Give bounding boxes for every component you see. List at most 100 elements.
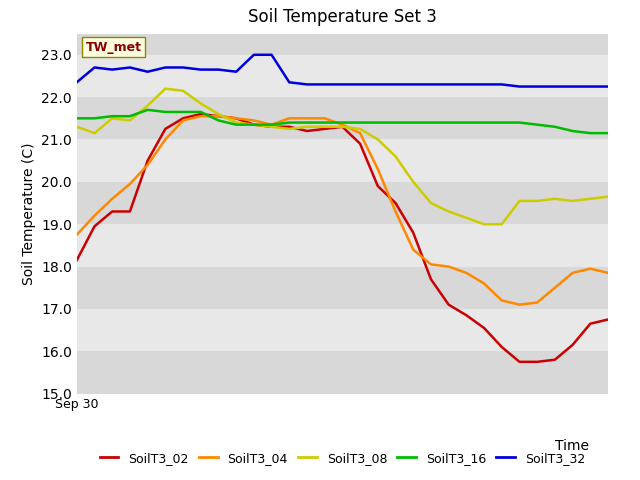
SoilT3_16 — [463, 120, 470, 125]
SoilT3_16 — [108, 113, 116, 119]
SoilT3_32 — [445, 82, 452, 87]
SoilT3_16 — [516, 120, 524, 125]
SoilT3_04 — [161, 137, 169, 143]
SoilT3_32 — [161, 65, 169, 71]
SoilT3_04 — [214, 113, 222, 119]
SoilT3_04 — [498, 298, 506, 303]
SoilT3_04 — [410, 247, 417, 252]
SoilT3_08 — [250, 122, 258, 128]
SoilT3_32 — [144, 69, 152, 74]
Bar — [77, 97, 608, 140]
SoilT3_02 — [586, 321, 594, 326]
SoilT3_08 — [604, 194, 612, 200]
SoilT3_02 — [533, 359, 541, 365]
SoilT3_32 — [91, 65, 99, 71]
SoilT3_08 — [427, 200, 435, 206]
SoilT3_32 — [285, 79, 293, 85]
SoilT3_16 — [374, 120, 381, 125]
SoilT3_08 — [533, 198, 541, 204]
SoilT3_32 — [356, 82, 364, 87]
SoilT3_32 — [108, 67, 116, 72]
SoilT3_08 — [463, 215, 470, 221]
SoilT3_04 — [356, 130, 364, 136]
SoilT3_32 — [73, 79, 81, 85]
SoilT3_02 — [214, 113, 222, 119]
SoilT3_02 — [356, 141, 364, 146]
SoilT3_16 — [569, 128, 577, 134]
SoilT3_04 — [232, 115, 240, 121]
SoilT3_02 — [91, 223, 99, 229]
SoilT3_16 — [214, 118, 222, 123]
SoilT3_32 — [410, 82, 417, 87]
SoilT3_32 — [232, 69, 240, 74]
SoilT3_02 — [285, 124, 293, 130]
SoilT3_08 — [551, 196, 559, 202]
SoilT3_16 — [73, 115, 81, 121]
SoilT3_02 — [126, 209, 134, 215]
SoilT3_02 — [339, 124, 346, 130]
SoilT3_02 — [321, 126, 328, 132]
SoilT3_02 — [410, 230, 417, 236]
SoilT3_32 — [197, 67, 205, 72]
SoilT3_08 — [586, 196, 594, 202]
SoilT3_08 — [356, 126, 364, 132]
SoilT3_16 — [161, 109, 169, 115]
SoilT3_04 — [604, 270, 612, 276]
SoilT3_04 — [480, 281, 488, 287]
SoilT3_08 — [410, 179, 417, 185]
SoilT3_16 — [268, 122, 275, 128]
SoilT3_02 — [374, 183, 381, 189]
SoilT3_16 — [410, 120, 417, 125]
Line: SoilT3_04: SoilT3_04 — [77, 116, 608, 305]
Bar — [77, 224, 608, 266]
SoilT3_16 — [197, 109, 205, 115]
SoilT3_02 — [250, 122, 258, 128]
SoilT3_04 — [533, 300, 541, 305]
SoilT3_32 — [604, 84, 612, 89]
SoilT3_32 — [250, 52, 258, 58]
Line: SoilT3_32: SoilT3_32 — [77, 55, 608, 86]
SoilT3_08 — [569, 198, 577, 204]
Bar — [77, 309, 608, 351]
SoilT3_32 — [392, 82, 399, 87]
SoilT3_04 — [374, 166, 381, 172]
SoilT3_04 — [321, 115, 328, 121]
SoilT3_04 — [392, 209, 399, 215]
SoilT3_02 — [569, 342, 577, 348]
SoilT3_08 — [374, 137, 381, 143]
SoilT3_04 — [551, 285, 559, 290]
SoilT3_02 — [303, 128, 311, 134]
SoilT3_08 — [108, 115, 116, 121]
Title: Soil Temperature Set 3: Soil Temperature Set 3 — [248, 9, 437, 26]
SoilT3_08 — [339, 124, 346, 130]
SoilT3_16 — [126, 113, 134, 119]
Bar — [77, 55, 608, 97]
SoilT3_32 — [303, 82, 311, 87]
SoilT3_16 — [586, 130, 594, 136]
SoilT3_02 — [161, 126, 169, 132]
SoilT3_08 — [161, 86, 169, 92]
SoilT3_16 — [498, 120, 506, 125]
SoilT3_08 — [285, 126, 293, 132]
SoilT3_16 — [445, 120, 452, 125]
SoilT3_04 — [91, 213, 99, 218]
SoilT3_32 — [586, 84, 594, 89]
SoilT3_08 — [73, 124, 81, 130]
SoilT3_08 — [214, 111, 222, 117]
SoilT3_16 — [91, 115, 99, 121]
SoilT3_04 — [569, 270, 577, 276]
SoilT3_16 — [144, 107, 152, 113]
SoilT3_32 — [268, 52, 275, 58]
SoilT3_04 — [250, 118, 258, 123]
SoilT3_08 — [232, 120, 240, 125]
SoilT3_02 — [498, 344, 506, 350]
SoilT3_04 — [285, 115, 293, 121]
SoilT3_32 — [569, 84, 577, 89]
SoilT3_16 — [480, 120, 488, 125]
SoilT3_02 — [73, 257, 81, 263]
SoilT3_08 — [197, 101, 205, 107]
SoilT3_16 — [533, 122, 541, 128]
SoilT3_32 — [427, 82, 435, 87]
SoilT3_04 — [516, 302, 524, 308]
SoilT3_32 — [516, 84, 524, 89]
